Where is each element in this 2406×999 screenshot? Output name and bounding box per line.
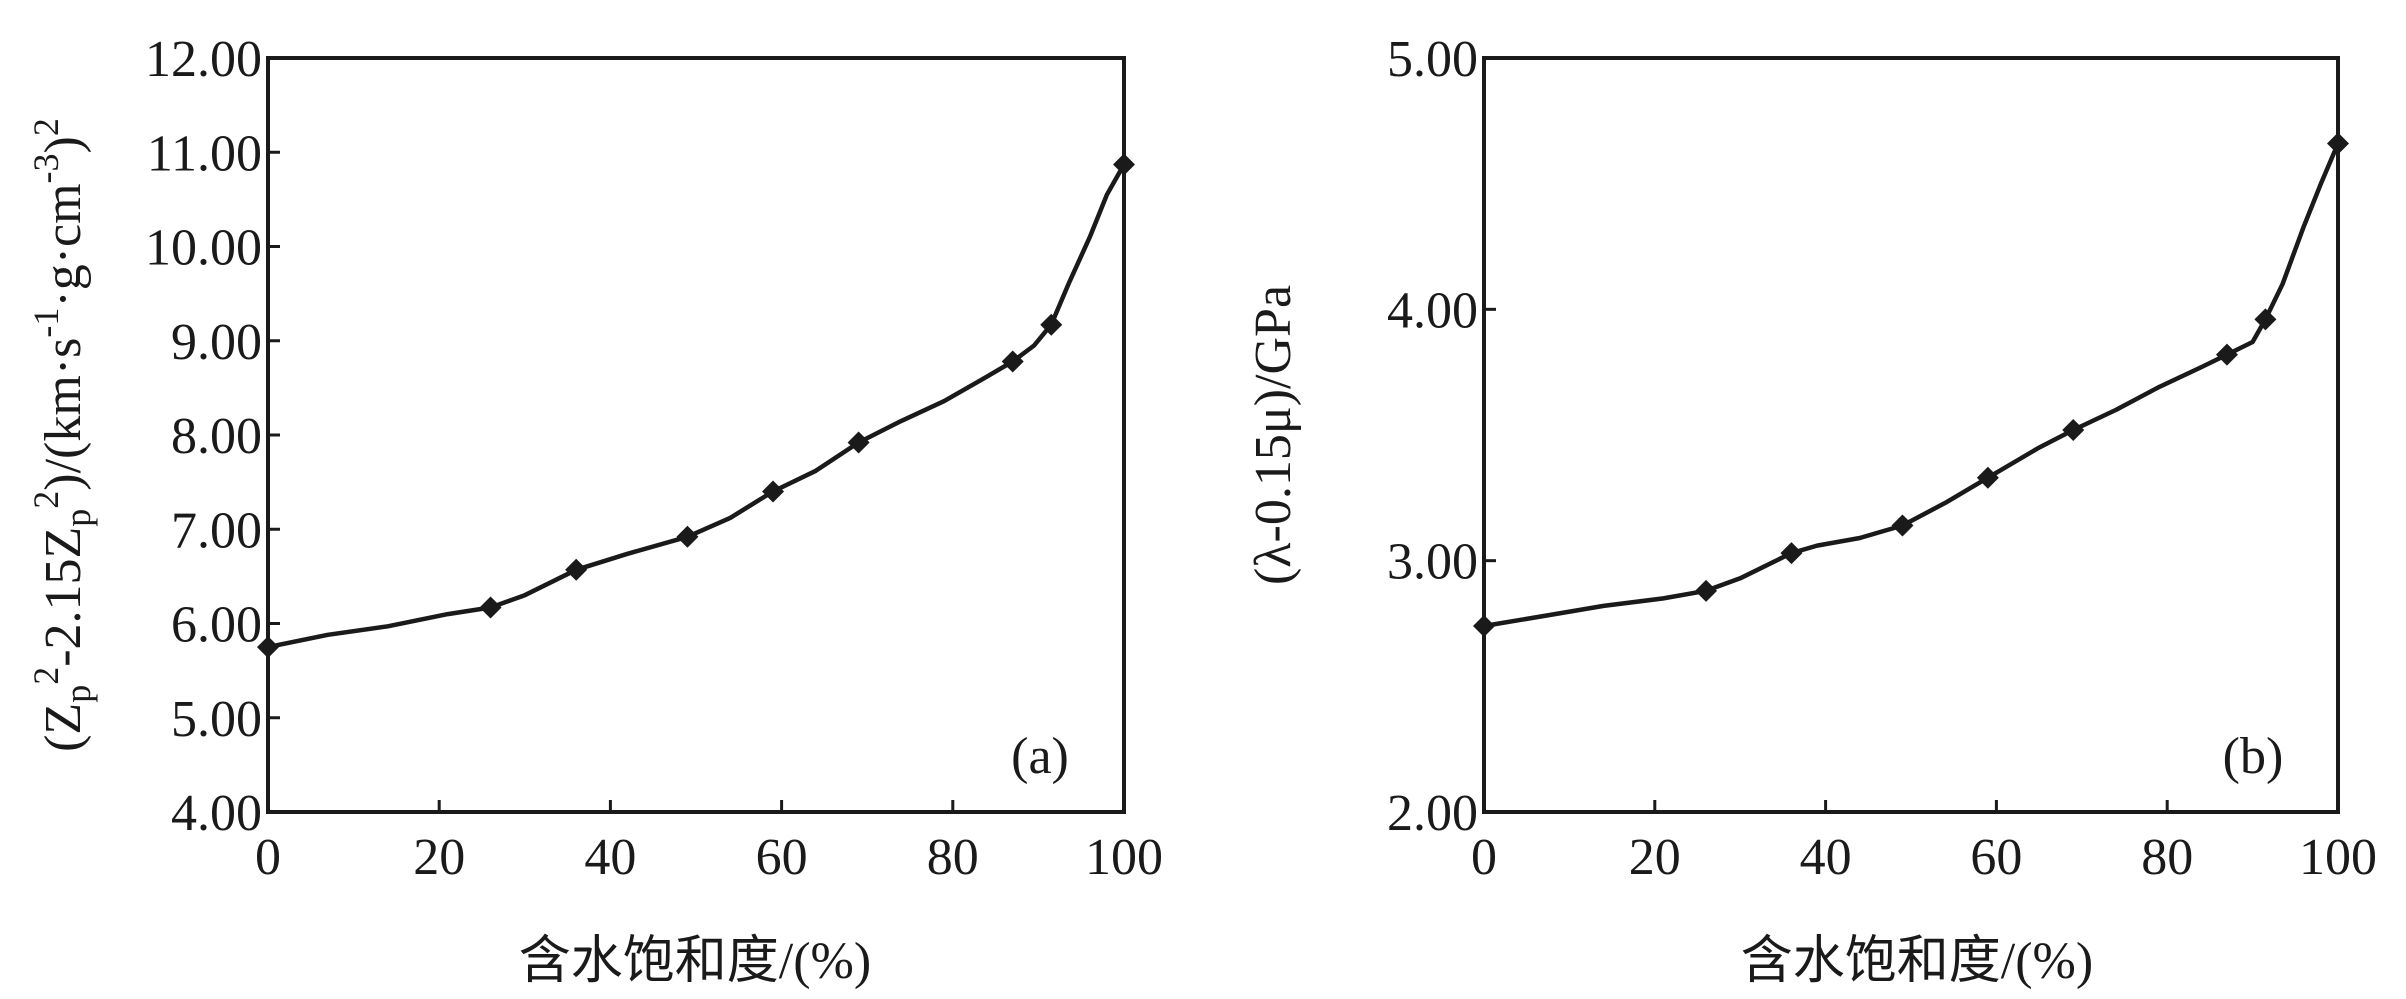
- panel-b-y-axis-title: (λ-0.15μ)/GPa: [1245, 285, 1302, 585]
- panel-b-y-tick-label: 4.00: [1387, 282, 1478, 339]
- panel-b-x-tick-label: 20: [1629, 829, 1681, 886]
- panel-a-y-title-part-9: ·g·cm: [35, 183, 92, 307]
- panel-a-y-title-part-10: -3: [26, 153, 66, 183]
- panel-a-x-tick-label: 60: [756, 829, 808, 886]
- panel-a-data-point: [1040, 313, 1063, 336]
- panel-a-y-tick-label: 6.00: [171, 597, 262, 654]
- panel-a-y-tick-label: 11.00: [147, 125, 262, 182]
- panel-a-data-point: [762, 480, 785, 503]
- panel-a-data-point: [847, 431, 870, 454]
- panel-b-data-point: [1891, 514, 1914, 537]
- panel-a-data-point: [479, 596, 502, 619]
- panel-a-y-tick-label: 7.00: [171, 502, 262, 559]
- panel-b-data-point: [1780, 542, 1803, 565]
- panel-b-x-tick-label: 0: [1471, 829, 1497, 886]
- panel-a-y-tick-label: 4.00: [171, 785, 262, 842]
- panel-a-y-title-part-12: 2: [26, 118, 66, 136]
- panel-a-y-tick-label: 5.00: [171, 691, 262, 748]
- panel-a-y-tick-label: 8.00: [171, 408, 262, 465]
- panel-a-data-point: [1001, 350, 1024, 373]
- panel-a-y-title-part-7: )/(km·s: [35, 338, 92, 491]
- panel-b-chart: (b) 含水饱和度/(%) (λ-0.15μ)/GPa 0 20 40 60 80 100…: [1245, 31, 2377, 990]
- panel-b-x-tick-label: 40: [1800, 829, 1852, 886]
- panel-b-x-axis-title: 含水饱和度/(%): [1741, 933, 2093, 990]
- panel-a-data-point: [257, 636, 279, 659]
- panel-b-plot-frame: [1482, 56, 2340, 814]
- panel-b-x-tick-label: 60: [1970, 829, 2022, 886]
- panel-b-data-point: [1695, 579, 1718, 602]
- panel-a-tag: (a): [1011, 728, 1069, 785]
- panel-a-y-title-part-1: (Z: [35, 703, 92, 752]
- panel-a-chart: (a) 含水饱和度/(%) (Zp2-2.15Zp2)/(km·s-1·g·cm…: [26, 31, 1163, 990]
- panel-a-y-axis-title: (Zp2-2.15Zp2)/(km·s-1·g·cm-3)2: [26, 118, 98, 752]
- panel-a-x-tick-label: 100: [1085, 829, 1163, 886]
- panel-a-y-title-part-2: p: [58, 685, 98, 703]
- panel-b-data-point: [2215, 343, 2238, 366]
- panel-b-tag: (b): [2223, 728, 2284, 785]
- panel-a-y-title-part-8: -1: [26, 308, 66, 338]
- panel-b-data-point: [2254, 308, 2277, 331]
- panel-a-data-point: [1113, 153, 1135, 176]
- panel-a-y-title-part-4: -2.15Z: [35, 527, 92, 667]
- panel-a-x-tick-label: 0: [255, 829, 281, 886]
- panel-a-y-tick-label: 12.00: [145, 31, 262, 88]
- panel-a-y-title-part-5: p: [58, 509, 98, 527]
- panel-a-plot-frame: [266, 56, 1126, 814]
- panel-a-y-title-part-11: ): [35, 136, 92, 153]
- panel-b-data-point: [2327, 132, 2349, 155]
- panel-b-data-point: [1473, 615, 1495, 638]
- panel-b-series-line: [1483, 142, 2341, 629]
- panel-a-data-point: [676, 525, 699, 548]
- panel-a-series-line: [267, 163, 1126, 650]
- panel-b-y-tick-label: 3.00: [1387, 534, 1478, 591]
- panel-b-x-tick-label: 100: [2299, 829, 2377, 886]
- panel-b-y-tick-label: 2.00: [1387, 785, 1478, 842]
- panel-b-x-tick-label: 80: [2141, 829, 2193, 886]
- panel-b-y-tick-label: 5.00: [1387, 31, 1478, 88]
- panel-b-data-point: [1976, 466, 1999, 489]
- panel-a-x-axis-title: 含水饱和度/(%): [519, 933, 871, 990]
- panel-b-data-point: [2062, 418, 2085, 441]
- panel-a-x-tick-label: 20: [413, 829, 465, 886]
- panel-a-y-title-part-6: 2: [26, 491, 66, 509]
- panel-a-y-tick-label: 10.00: [145, 220, 262, 277]
- panel-a-y-tick-label: 9.00: [171, 314, 262, 371]
- panel-a-x-tick-label: 80: [927, 829, 979, 886]
- panel-a-data-point: [565, 558, 588, 581]
- panel-a-y-title-part-3: 2: [26, 667, 66, 685]
- panel-a-x-tick-label: 40: [584, 829, 636, 886]
